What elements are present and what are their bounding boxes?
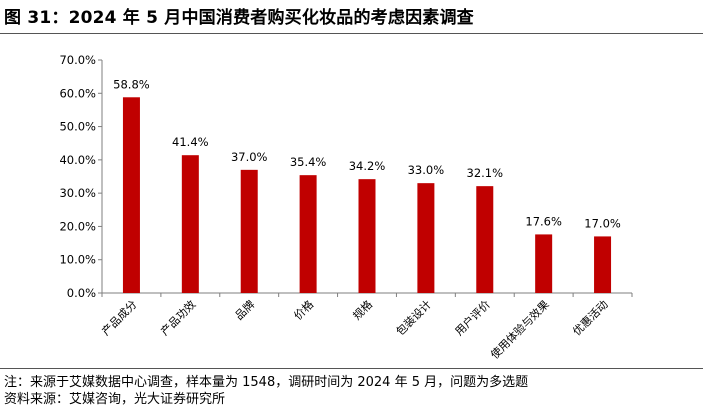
data-label: 58.8% (113, 77, 150, 91)
data-label: 34.2% (349, 159, 386, 173)
data-label: 17.0% (584, 216, 621, 230)
y-tick-label: 70.0% (59, 53, 96, 67)
title-divider (0, 33, 703, 34)
note-text: 注：来源于艾媒数据中心调查，样本量为 1548，调研时间为 2024 年 5 月… (4, 375, 529, 390)
figure-title: 图 31：2024 年 5 月中国消费者购买化妆品的考虑因素调查 (4, 8, 474, 28)
bar (535, 234, 553, 293)
category-label: 使用体验与效果 (487, 297, 551, 361)
category-label: 价格 (291, 297, 316, 322)
y-tick-label: 30.0% (59, 186, 96, 200)
y-tick-label: 10.0% (59, 253, 96, 267)
bar (476, 186, 494, 293)
bar (299, 175, 317, 293)
category-label: 产品功效 (157, 297, 198, 338)
data-label: 35.4% (290, 155, 327, 169)
category-label: 用户评价 (452, 297, 493, 338)
bar (358, 179, 376, 293)
bar (181, 155, 199, 293)
bar (240, 169, 258, 293)
category-label: 产品成分 (99, 297, 140, 338)
data-label: 17.6% (525, 214, 562, 228)
data-label: 32.1% (467, 166, 504, 180)
data-label: 33.0% (408, 163, 445, 177)
bar (122, 97, 140, 293)
category-label: 优惠活动 (570, 297, 611, 338)
y-tick-label: 0.0% (67, 286, 96, 300)
category-label: 规格 (350, 297, 375, 322)
source-text: 资料来源：艾媒咨询，光大证券研究所 (4, 392, 226, 407)
data-label: 37.0% (231, 150, 268, 164)
bar (594, 236, 612, 293)
y-tick-label: 40.0% (59, 153, 96, 167)
category-label: 包装设计 (394, 298, 434, 338)
data-label: 41.4% (172, 135, 209, 149)
y-tick-label: 50.0% (59, 120, 96, 134)
y-tick-label: 60.0% (59, 86, 96, 100)
bar-chart: 0.0% 10.0% 20.0% 30.0% 40.0% 50.0% 60.0% 70.0% 5… (59, 53, 633, 362)
category-label: 品牌 (232, 297, 257, 322)
footer-divider (0, 368, 703, 369)
y-tick-label: 20.0% (59, 219, 96, 233)
bar (417, 183, 435, 293)
